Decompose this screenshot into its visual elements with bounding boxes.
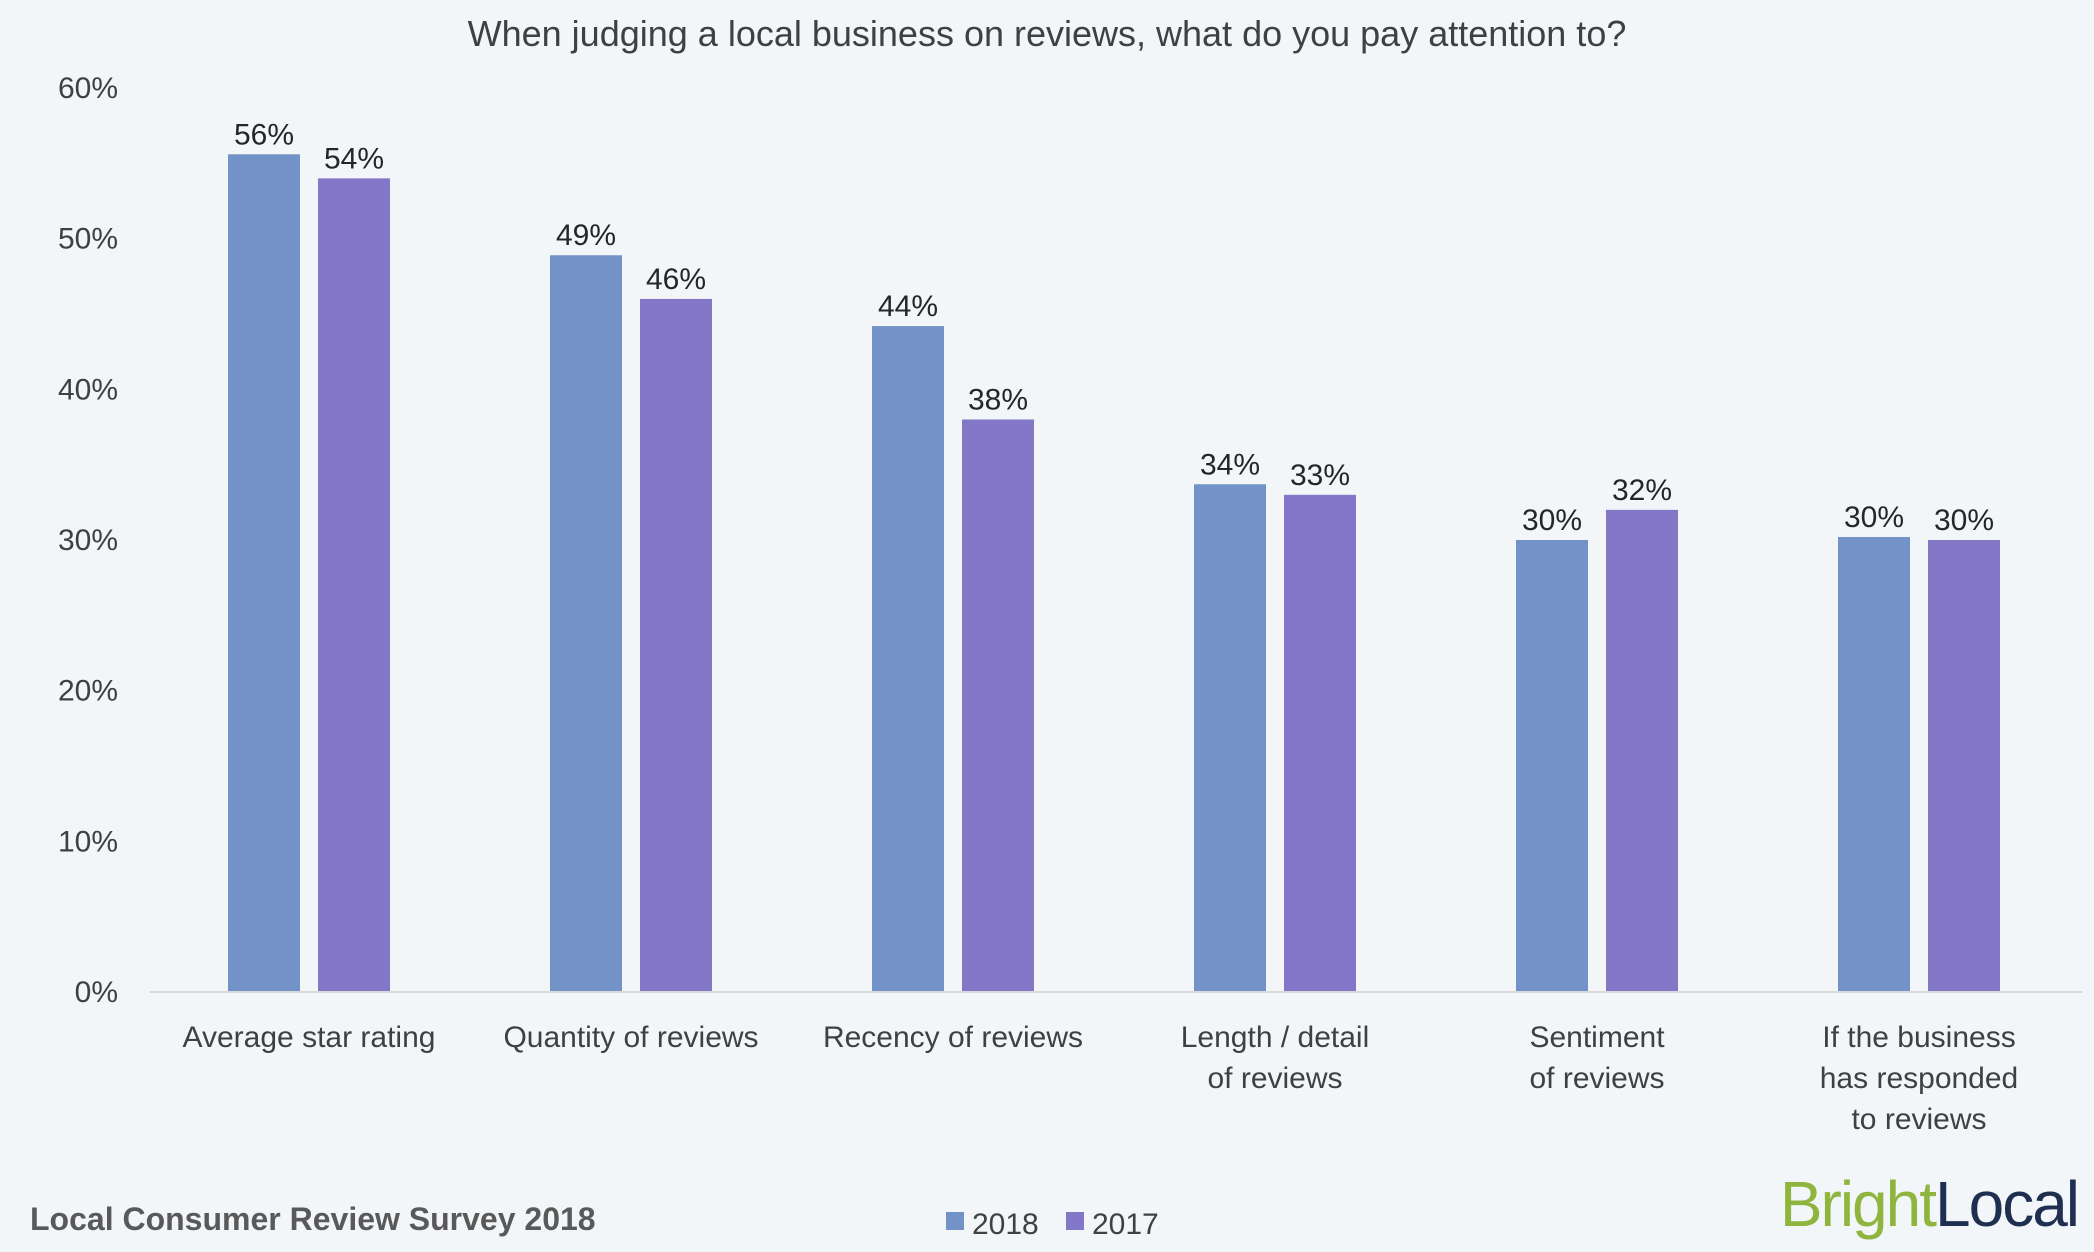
chart-title: When judging a local business on reviews… [468, 13, 1627, 54]
y-tick-label: 10% [58, 825, 118, 858]
x-tick-label: Average star rating [183, 1021, 436, 1054]
data-label-2017-2: 38% [968, 383, 1028, 416]
data-label-2017-3: 33% [1290, 459, 1350, 492]
legend-label-2018: 2018 [972, 1208, 1039, 1241]
x-tick-label: If the business [1822, 1021, 2015, 1054]
data-label-2018-1: 49% [556, 219, 616, 252]
data-label-2018-0: 56% [234, 118, 294, 151]
x-tick-label: to reviews [1851, 1103, 1986, 1136]
brand-logo: BrightLocal [1780, 1168, 2078, 1240]
bar-2018-0 [228, 154, 300, 992]
bar-2018-1 [550, 255, 622, 993]
y-tick-label: 30% [58, 524, 118, 557]
data-label-2018-4: 30% [1522, 504, 1582, 537]
x-tick-label: Quantity of reviews [503, 1021, 758, 1054]
data-labels: 56% 49% 44% 34% 30% 30% 54% 46% 38% 33% 32% 30% [234, 118, 1994, 537]
y-tick-label: 20% [58, 675, 118, 708]
data-label-2018-3: 34% [1200, 448, 1260, 481]
bar-2017-1 [640, 298, 712, 992]
x-tick-label: Sentiment [1529, 1021, 1665, 1054]
data-label-2017-0: 54% [324, 142, 384, 175]
legend-swatch-2018 [946, 1212, 964, 1230]
x-tick-label: has responded [1820, 1062, 2019, 1095]
bar-2018-4 [1516, 540, 1588, 992]
bar-2017-2 [962, 419, 1034, 992]
y-axis: 0% 10% 20% 30% 40% 50% 60% [58, 72, 118, 1009]
bar-2017-0 [318, 178, 390, 992]
data-label-2018-2: 44% [878, 290, 938, 323]
data-label-2017-1: 46% [646, 263, 706, 296]
data-label-2018-5: 30% [1844, 501, 1904, 534]
bar-2018-3 [1194, 484, 1266, 992]
bar-2017-5 [1928, 540, 2000, 992]
bar-2017-4 [1606, 509, 1678, 992]
bar-2017-3 [1284, 494, 1356, 992]
x-axis: Average star rating Quantity of reviews Re… [183, 1021, 2019, 1136]
bar-2018-2 [872, 326, 944, 992]
y-tick-label: 0% [75, 976, 118, 1009]
legend: 2018 2017 [946, 1208, 1159, 1241]
y-tick-label: 50% [58, 223, 118, 256]
legend-item-2017: 2017 [1066, 1208, 1159, 1241]
x-tick-label: Recency of reviews [823, 1021, 1083, 1054]
y-tick-label: 60% [58, 72, 118, 105]
bar-2018-5 [1838, 536, 1910, 992]
legend-item-2018: 2018 [946, 1208, 1039, 1241]
x-tick-label: of reviews [1529, 1062, 1664, 1095]
legend-label-2017: 2017 [1092, 1208, 1159, 1241]
y-tick-label: 40% [58, 373, 118, 406]
x-tick-label: of reviews [1207, 1062, 1342, 1095]
data-label-2017-4: 32% [1612, 474, 1672, 507]
brand-logo-local: Local [1935, 1168, 2078, 1240]
brand-logo-bright: Bright [1780, 1168, 1937, 1240]
legend-swatch-2017 [1066, 1212, 1084, 1230]
data-label-2017-5: 30% [1934, 504, 1994, 537]
source-note: Local Consumer Review Survey 2018 [30, 1201, 596, 1237]
bars [228, 154, 2000, 993]
x-tick-label: Length / detail [1181, 1021, 1369, 1054]
